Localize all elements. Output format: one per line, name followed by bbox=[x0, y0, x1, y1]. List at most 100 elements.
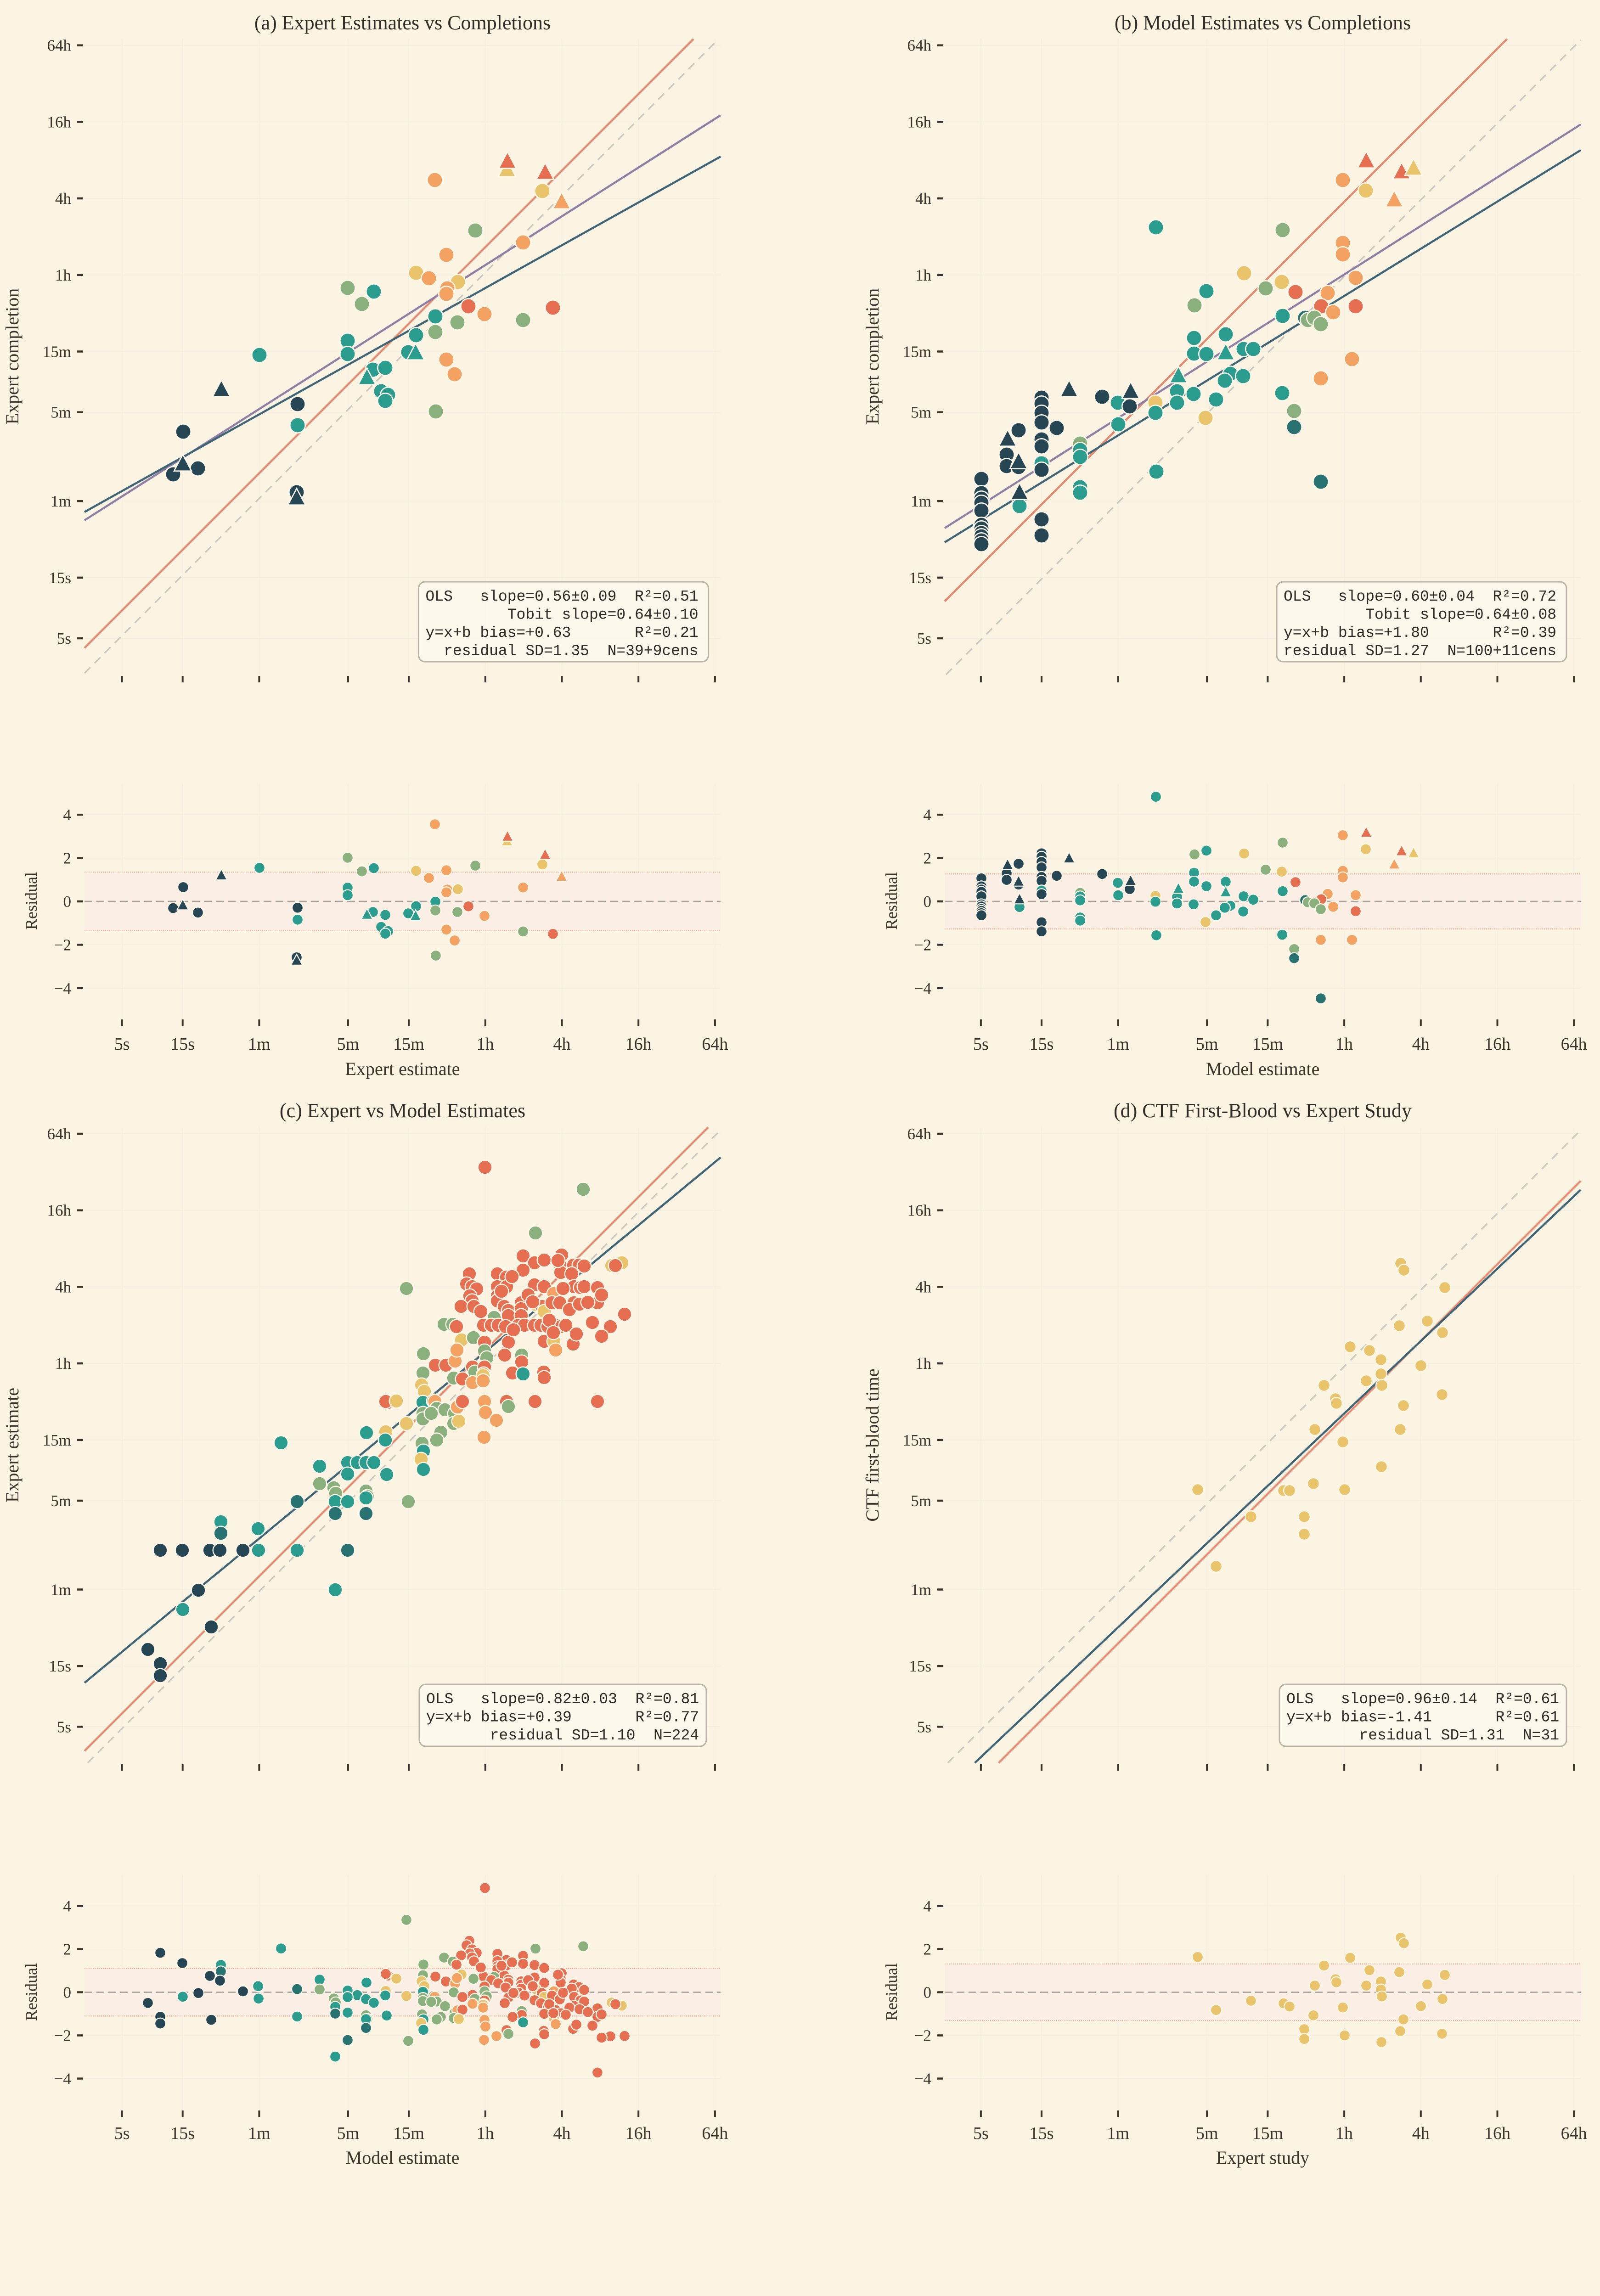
svg-text:y=x+b bias=-1.41 R²=0.61: y=x+b bias=-1.41 R²=0.61 bbox=[1286, 1709, 1559, 1726]
svg-text:1h: 1h bbox=[477, 2124, 494, 2143]
svg-text:0: 0 bbox=[63, 1984, 72, 2002]
svg-text:5m: 5m bbox=[337, 2124, 360, 2143]
svg-text:2: 2 bbox=[924, 850, 932, 867]
svg-text:4h: 4h bbox=[553, 1035, 570, 1054]
svg-text:5s: 5s bbox=[57, 1718, 71, 1736]
svg-text:4: 4 bbox=[63, 1897, 72, 1915]
svg-text:OLS slope=0.56±0.09 R²=0.51: OLS slope=0.56±0.09 R²=0.51 bbox=[426, 588, 699, 605]
svg-text:1m: 1m bbox=[1107, 1035, 1129, 1054]
svg-text:1h: 1h bbox=[915, 1355, 932, 1373]
svg-text:1h: 1h bbox=[1335, 2124, 1353, 2143]
svg-text:1m: 1m bbox=[248, 1035, 270, 1054]
svg-text:−2: −2 bbox=[54, 2027, 71, 2045]
svg-text:15m: 15m bbox=[393, 1035, 424, 1054]
svg-text:Model estimate: Model estimate bbox=[346, 2147, 460, 2168]
svg-text:15s: 15s bbox=[49, 569, 71, 587]
svg-text:64h: 64h bbox=[702, 2124, 728, 2143]
svg-text:5m: 5m bbox=[1196, 2124, 1218, 2143]
svg-text:4h: 4h bbox=[1412, 1035, 1430, 1054]
svg-text:2: 2 bbox=[63, 1941, 72, 1958]
svg-text:residual SD=1.35 N=39+9cens: residual SD=1.35 N=39+9cens bbox=[426, 643, 699, 660]
svg-text:15s: 15s bbox=[49, 1657, 71, 1675]
svg-text:1m: 1m bbox=[911, 1581, 931, 1598]
svg-text:16h: 16h bbox=[1484, 1035, 1510, 1054]
svg-text:1m: 1m bbox=[51, 492, 71, 510]
svg-text:Residual: Residual bbox=[22, 872, 40, 930]
svg-text:1h: 1h bbox=[915, 266, 932, 284]
svg-text:15s: 15s bbox=[1030, 2124, 1054, 2143]
svg-text:1h: 1h bbox=[55, 266, 72, 284]
svg-text:1m: 1m bbox=[248, 2124, 270, 2143]
svg-text:5m: 5m bbox=[911, 1492, 931, 1510]
svg-text:5m: 5m bbox=[337, 1035, 360, 1054]
svg-text:15s: 15s bbox=[170, 1035, 195, 1054]
svg-text:4: 4 bbox=[63, 806, 72, 824]
svg-text:Residual: Residual bbox=[882, 872, 901, 930]
svg-text:OLS slope=0.60±0.04 R²=0.72: OLS slope=0.60±0.04 R²=0.72 bbox=[1284, 588, 1556, 605]
svg-text:−2: −2 bbox=[914, 2027, 931, 2045]
svg-text:Expert study: Expert study bbox=[1216, 2147, 1309, 2168]
svg-text:5m: 5m bbox=[1196, 1035, 1218, 1054]
svg-text:1m: 1m bbox=[911, 492, 931, 510]
svg-text:residual SD=1.27 N=100+11cens: residual SD=1.27 N=100+11cens bbox=[1284, 643, 1556, 660]
svg-text:16h: 16h bbox=[1484, 2124, 1510, 2143]
svg-text:15m: 15m bbox=[43, 1431, 71, 1449]
svg-text:Expert estimate: Expert estimate bbox=[345, 1058, 460, 1079]
svg-text:15m: 15m bbox=[1252, 1035, 1284, 1054]
svg-text:residual SD=1.10 N=224: residual SD=1.10 N=224 bbox=[426, 1727, 699, 1744]
svg-text:16h: 16h bbox=[907, 113, 932, 131]
svg-text:4: 4 bbox=[924, 806, 932, 824]
svg-text:1h: 1h bbox=[1335, 1035, 1353, 1054]
svg-text:Expert completion: Expert completion bbox=[2, 288, 23, 425]
svg-text:CTF first-blood time: CTF first-blood time bbox=[862, 1368, 883, 1521]
svg-text:64h: 64h bbox=[907, 1125, 932, 1143]
svg-text:15m: 15m bbox=[43, 343, 71, 361]
svg-text:y=x+b bias=+1.80 R²=0.39: y=x+b bias=+1.80 R²=0.39 bbox=[1284, 625, 1556, 642]
svg-text:64h: 64h bbox=[47, 1125, 72, 1143]
svg-text:2: 2 bbox=[63, 850, 72, 867]
svg-text:64h: 64h bbox=[1561, 2124, 1587, 2143]
svg-text:64h: 64h bbox=[1561, 1035, 1587, 1054]
svg-text:15s: 15s bbox=[170, 2124, 195, 2143]
svg-text:1h: 1h bbox=[477, 1035, 494, 1054]
svg-text:5m: 5m bbox=[911, 404, 931, 422]
svg-text:−2: −2 bbox=[54, 936, 71, 954]
svg-text:5s: 5s bbox=[973, 1035, 989, 1054]
svg-text:−4: −4 bbox=[54, 2070, 71, 2088]
svg-text:residual SD=1.31 N=31: residual SD=1.31 N=31 bbox=[1286, 1727, 1559, 1744]
svg-text:16h: 16h bbox=[47, 1202, 72, 1220]
svg-text:5s: 5s bbox=[917, 1718, 931, 1736]
svg-text:Expert completion: Expert completion bbox=[862, 288, 883, 425]
svg-text:Tobit slope=0.64±0.10: Tobit slope=0.64±0.10 bbox=[426, 607, 699, 624]
svg-text:15s: 15s bbox=[909, 1657, 931, 1675]
svg-text:16h: 16h bbox=[47, 113, 72, 131]
svg-text:Tobit slope=0.64±0.08: Tobit slope=0.64±0.08 bbox=[1284, 607, 1556, 624]
svg-text:16h: 16h bbox=[625, 1035, 652, 1054]
svg-text:64h: 64h bbox=[702, 1035, 728, 1054]
svg-text:−4: −4 bbox=[914, 979, 931, 997]
svg-text:5s: 5s bbox=[114, 1035, 130, 1054]
svg-text:1m: 1m bbox=[1107, 2124, 1129, 2143]
svg-text:4h: 4h bbox=[553, 2124, 570, 2143]
svg-text:(d) CTF First-Blood vs Expert: (d) CTF First-Blood vs Expert Study bbox=[1114, 1099, 1412, 1122]
svg-text:15s: 15s bbox=[1030, 1035, 1054, 1054]
svg-text:1m: 1m bbox=[51, 1581, 71, 1598]
svg-text:5s: 5s bbox=[57, 630, 71, 647]
svg-text:Expert estimate: Expert estimate bbox=[2, 1388, 23, 1503]
svg-text:(b) Model Estimates vs Complet: (b) Model Estimates vs Completions bbox=[1115, 11, 1411, 34]
svg-text:64h: 64h bbox=[907, 37, 932, 55]
svg-text:4h: 4h bbox=[915, 190, 932, 208]
svg-text:−4: −4 bbox=[914, 2070, 931, 2088]
svg-text:OLS slope=0.82±0.03 R²=0.81: OLS slope=0.82±0.03 R²=0.81 bbox=[426, 1691, 699, 1708]
svg-text:15m: 15m bbox=[903, 1431, 931, 1449]
svg-text:−2: −2 bbox=[914, 936, 931, 954]
svg-text:4h: 4h bbox=[55, 1278, 72, 1296]
svg-text:OLS slope=0.96±0.14 R²=0.61: OLS slope=0.96±0.14 R²=0.61 bbox=[1286, 1691, 1559, 1708]
svg-text:5s: 5s bbox=[114, 2124, 130, 2143]
svg-text:16h: 16h bbox=[625, 2124, 652, 2143]
svg-text:Residual: Residual bbox=[22, 1963, 40, 2021]
svg-text:64h: 64h bbox=[47, 37, 72, 55]
svg-text:5s: 5s bbox=[917, 630, 931, 647]
svg-text:0: 0 bbox=[924, 893, 932, 911]
svg-text:16h: 16h bbox=[907, 1202, 932, 1220]
